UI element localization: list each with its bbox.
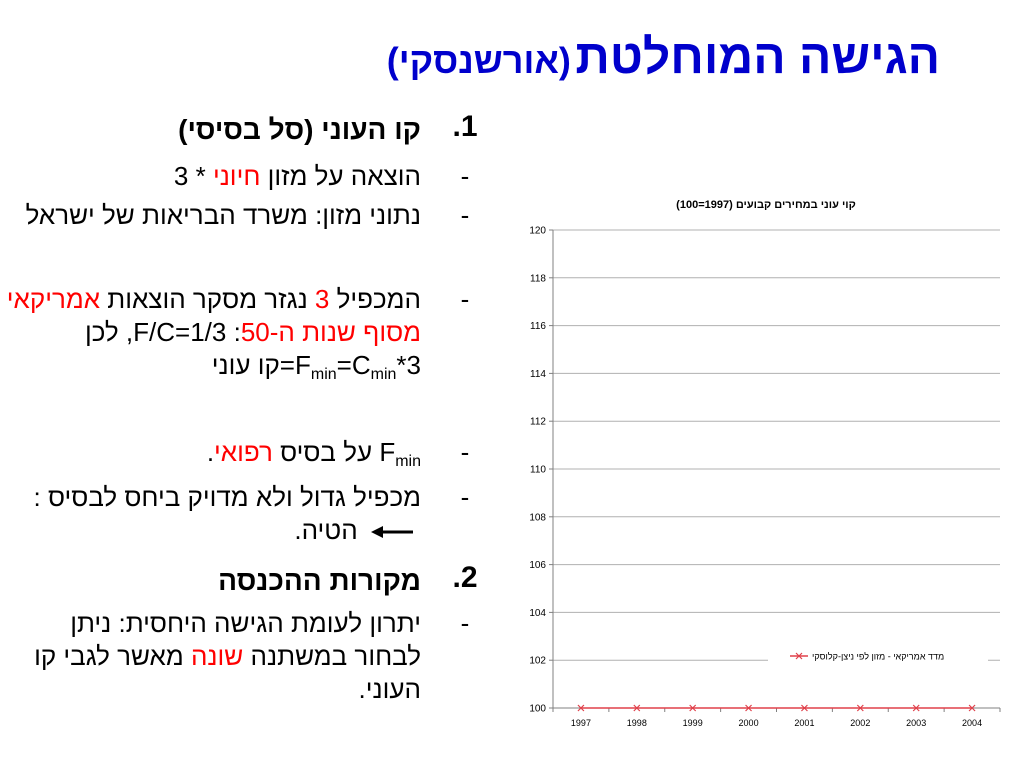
bullet-bias: - מכפיל גדול ולא מדויק ביחס לבסיס : הטיה… [0, 481, 495, 561]
highlight-american-survey: אמריקאי מסוף שנות ה-50 [6, 284, 421, 347]
poverty-line-chart: קוי עוני במחירים קבועים (1997=100) 100 102… [529, 199, 1001, 728]
y-tick-label: 110 [530, 465, 546, 476]
bullet-food-data: - נתוני מזון: משרד הבריאות של ישראל [0, 199, 495, 283]
y-tick-label: 104 [529, 608, 546, 619]
x-tick-label: 2001 [794, 718, 814, 728]
legend-label: מדד אמריקאי - מזון לפי ניצן-קלוסקי [812, 652, 944, 662]
x-tick-label: 1998 [627, 718, 647, 728]
y-tick-label: 108 [529, 512, 546, 523]
x-tick-label: 2003 [906, 718, 926, 728]
x-tick-label: 2000 [739, 718, 759, 728]
slide-title: הגישה המוחלטת (אורשנסקי) [240, 30, 940, 110]
bullet-marker: - [460, 200, 470, 230]
bullet-marker: - [460, 608, 470, 638]
highlight-essential: חיוני [212, 161, 261, 191]
data-point [577, 704, 585, 712]
left-arrow-icon [371, 526, 413, 539]
y-tick-label: 102 [529, 656, 546, 667]
legend-box [768, 646, 988, 666]
section-heading-1: קו העוני (סל בסיסי) [178, 114, 421, 145]
y-tick-label: 120 [529, 226, 546, 237]
data-point [856, 704, 864, 712]
x-tick-label: 2004 [962, 718, 982, 728]
y-tick-label: 114 [530, 369, 546, 380]
y-tick-label: 118 [530, 273, 546, 284]
data-point [689, 704, 697, 712]
data-point [745, 704, 752, 712]
highlight-medical: רפואי [214, 437, 273, 467]
x-tick-label: 1997 [571, 718, 591, 728]
section-2: 2. מקורות ההכנסה [0, 561, 495, 607]
y-tick-label: 112 [530, 417, 546, 428]
bullet-marker: - [460, 161, 470, 191]
bullet-marker: - [460, 284, 470, 314]
bullet-advantage: - יתרון לעומת הגישה היחסית: ניתן לבחור ב… [0, 607, 495, 717]
bullet-multiplier: - המכפיל 3 נגזר מסקר הוצאות אמריקאי מסוף… [0, 283, 495, 436]
x-tick-label: 1999 [683, 718, 703, 728]
section-number-1: 1. [452, 110, 478, 143]
bullet-food-expense: - הוצאה על מזון חיוני * 3 [0, 160, 495, 199]
section-heading-2: מקורות ההכנסה [218, 565, 421, 596]
bullet-marker: - [460, 482, 470, 512]
section-1: 1. קו העוני (סל בסיסי) [0, 110, 495, 160]
data-point [912, 704, 920, 712]
text-column: 1. קו העוני (סל בסיסי) - הוצאה על מזון ח… [0, 110, 495, 717]
title-paren: (אורשנסקי) [386, 40, 571, 81]
data-point [801, 704, 808, 712]
bullet-medical-basis: - Fmin על בסיס רפואי. [0, 436, 495, 481]
y-tick-label: 100 [529, 704, 546, 715]
data-point [633, 704, 641, 712]
data-point [968, 704, 976, 712]
section-number-2: 2. [452, 561, 478, 594]
x-tick-label: 2002 [850, 718, 870, 728]
title-main: הגישה המוחלטת [575, 31, 940, 84]
y-tick-label: 106 [529, 560, 546, 571]
y-tick-label: 116 [530, 321, 546, 332]
legend-marker [795, 652, 803, 660]
highlight-different: שונה [190, 641, 244, 671]
chart-title: קוי עוני במחירים קבועים (1997=100) [676, 199, 856, 211]
bullet-marker: - [460, 437, 470, 467]
